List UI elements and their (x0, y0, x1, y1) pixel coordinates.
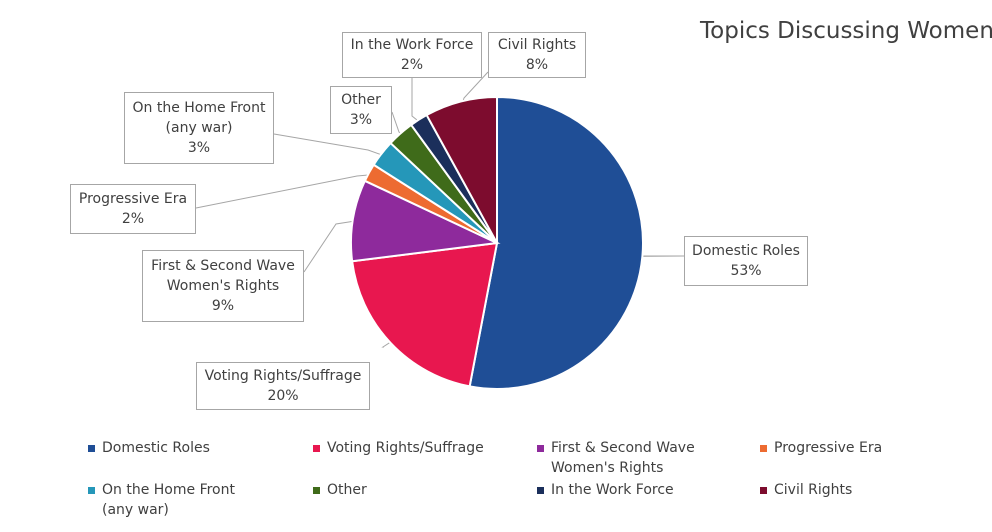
leader-line-first-second-wave-women-s-rights (303, 220, 357, 273)
data-label-line: Women's Rights (166, 278, 280, 294)
legend-swatch (313, 445, 320, 452)
chart-title: Topics Discussing Women (700, 18, 992, 44)
data-label-line: Domestic Roles (692, 243, 800, 259)
data-label-first-second-wave-women-s-rights: First & Second Wave Women's Rights 9% (142, 250, 304, 322)
legend-label: Other (327, 482, 367, 498)
data-label-line: (any war) (165, 120, 233, 136)
pie-chart (195, 71, 685, 390)
data-label-line: 2% (121, 211, 145, 227)
legend-label: Civil Rights (774, 482, 853, 498)
legend-label-line: On the Home Front (102, 482, 235, 498)
legend-item-progressive-era: Progressive Era (760, 438, 882, 458)
data-label-voting-rights-suffrage: Voting Rights/Suffrage 20% (196, 362, 370, 410)
data-label-line: 53% (730, 263, 762, 279)
pie-slice-voting-rights-suffrage (351, 241, 499, 388)
data-label-progressive-era: Progressive Era 2% (70, 184, 196, 234)
legend-item-in-the-work-force: In the Work Force (537, 480, 674, 500)
data-label-line: On the Home Front (132, 100, 266, 116)
data-label-line: Civil Rights (497, 37, 577, 53)
data-label-line: Other (341, 92, 381, 108)
legend-item-voting-rights-suffrage: Voting Rights/Suffrage (313, 438, 484, 458)
data-label-in-the-work-force: In the Work Force 2% (342, 32, 482, 78)
data-label-line: Progressive Era (78, 191, 188, 207)
pie-slice-civil-rights (425, 95, 498, 244)
legend-item-on-the-home-front-any-war: On the Home Front (any war) (88, 480, 235, 520)
leader-line-progressive-era (195, 174, 373, 209)
legend: Domestic Roles Voting Rights/Suffrage Firs… (0, 432, 992, 532)
data-label-line: First & Second Wave (151, 258, 295, 274)
data-label-line: 9% (211, 298, 235, 314)
data-label-line: 2% (400, 57, 424, 73)
legend-label: Progressive Era (774, 440, 883, 456)
data-label-line: 8% (525, 57, 549, 73)
legend-label-line: (any war) (102, 502, 169, 518)
legend-item-civil-rights: Civil Rights (760, 480, 852, 500)
legend-label-line: First & Second Wave (551, 440, 695, 456)
legend-item-first-second-wave-women-s-rights: First & Second Wave Women's Rights (537, 438, 695, 478)
data-label-other: Other 3% (330, 86, 392, 134)
legend-swatch (313, 487, 320, 494)
data-label-domestic-roles: Domestic Roles 53% (684, 236, 808, 286)
data-label-line: 3% (349, 112, 373, 128)
legend-swatch (537, 487, 544, 494)
legend-swatch (760, 445, 767, 452)
legend-swatch (88, 487, 95, 494)
data-label-line: In the Work Force (350, 37, 474, 53)
data-label-line: 20% (267, 388, 299, 404)
legend-swatch (88, 445, 95, 452)
legend-swatch (537, 445, 544, 452)
legend-item-other: Other (313, 480, 367, 500)
legend-label: Voting Rights/Suffrage (327, 440, 484, 456)
legend-label: On the Home Front (any war) (102, 480, 235, 520)
legend-label: First & Second Wave Women's Rights (551, 438, 695, 478)
pie-slices (350, 95, 644, 390)
data-label-line: Voting Rights/Suffrage (204, 368, 362, 384)
legend-swatch (760, 487, 767, 494)
legend-label-line: Women's Rights (551, 460, 664, 476)
data-label-on-the-home-front-any-war: On the Home Front (any war) 3% (124, 92, 274, 164)
leader-line-in-the-work-force (411, 78, 422, 124)
pie-slice-first-second-wave-women-s-rights (350, 179, 501, 263)
pie-slice-domestic-roles (468, 95, 644, 390)
data-label-civil-rights: Civil Rights 8% (488, 32, 586, 78)
leader-line-on-the-home-front-any-war (273, 133, 385, 157)
legend-label: In the Work Force (551, 482, 674, 498)
legend-item-domestic-roles: Domestic Roles (88, 438, 210, 458)
data-label-line: 3% (187, 140, 211, 156)
legend-label: Domestic Roles (102, 440, 210, 456)
